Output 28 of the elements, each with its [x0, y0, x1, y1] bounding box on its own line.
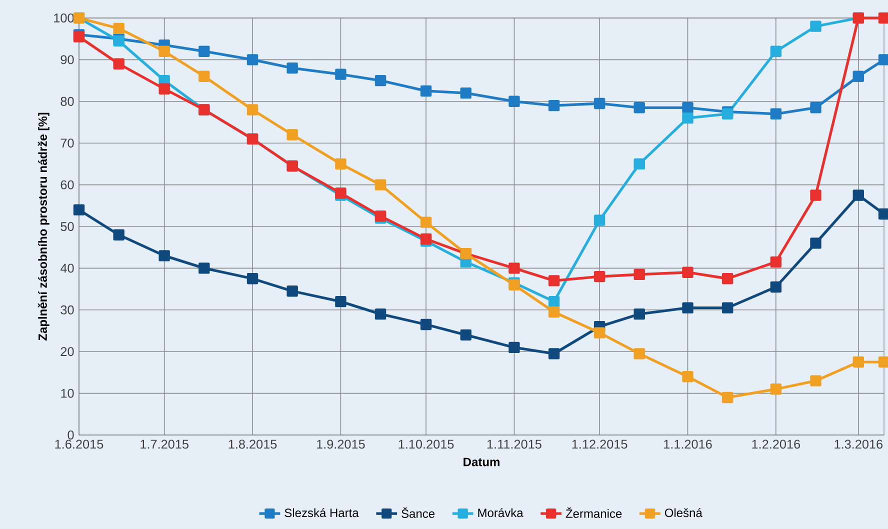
- x-tick-label: 1.6.2015: [55, 440, 104, 449]
- y-tick-label: 30: [60, 305, 74, 314]
- x-axis-title: Datum: [464, 458, 500, 466]
- x-tick-label: 1.9.2015: [317, 440, 365, 449]
- y-tick-label: 50: [60, 222, 74, 231]
- y-tick-label: 20: [60, 347, 74, 356]
- x-tick-label: 1.11.2015: [487, 440, 542, 449]
- legend-label: Morávka: [478, 508, 524, 518]
- y-tick-label: 70: [60, 138, 74, 148]
- y-tick-label: 10: [61, 388, 74, 398]
- x-tick-label: 1.2.2016: [752, 440, 800, 449]
- y-tick-label: 60: [60, 180, 74, 190]
- legend-label: Žermanice: [566, 507, 622, 518]
- x-tick-label: 1.1.2016: [664, 440, 712, 449]
- legend-label: Olešná: [664, 508, 702, 518]
- x-tick-label: 1.7.2015: [140, 440, 188, 449]
- legend-label: Šance: [402, 507, 435, 518]
- x-tick-label: 1.3.2016: [834, 440, 882, 449]
- y-tick-label: 40: [60, 264, 74, 273]
- y-tick-label: 90: [60, 55, 74, 64]
- y-axis-title: Zaplnění zásobního prostoru nádrže [%]: [38, 112, 50, 340]
- legend-label: Slezská Harta: [284, 508, 359, 518]
- y-tick-label: 0: [68, 430, 74, 440]
- x-tick-label: 1.10.2015: [398, 440, 454, 449]
- y-tick-label: 80: [60, 96, 74, 106]
- x-tick-label: 1.8.2015: [228, 440, 277, 449]
- y-tick-label: 100: [54, 14, 74, 22]
- x-tick-label: 1.12.2015: [572, 440, 628, 449]
